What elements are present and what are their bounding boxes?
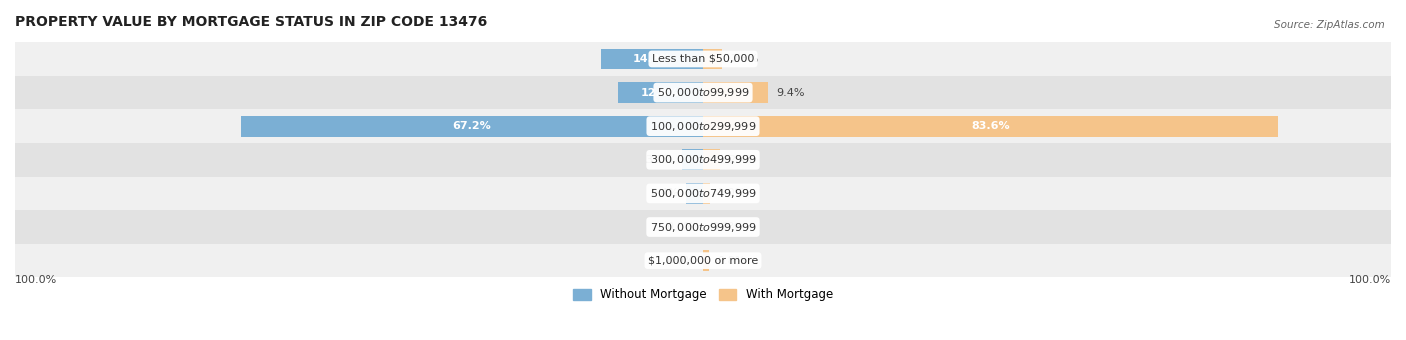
Legend: Without Mortgage, With Mortgage: Without Mortgage, With Mortgage — [568, 284, 838, 306]
Bar — [703, 49, 723, 69]
Bar — [15, 76, 1391, 109]
Text: 0.0%: 0.0% — [666, 222, 695, 232]
Text: 0.0%: 0.0% — [666, 256, 695, 266]
Text: $300,000 to $499,999: $300,000 to $499,999 — [650, 153, 756, 166]
Bar — [703, 116, 1278, 137]
Bar — [682, 149, 703, 170]
Text: 100.0%: 100.0% — [1348, 275, 1391, 285]
Bar — [602, 49, 703, 69]
Bar — [15, 42, 1391, 76]
Text: 2.4%: 2.4% — [728, 155, 756, 165]
Text: 3.1%: 3.1% — [645, 155, 673, 165]
Text: Less than $50,000: Less than $50,000 — [652, 54, 754, 64]
Text: 12.4%: 12.4% — [641, 88, 679, 98]
Bar — [15, 109, 1391, 143]
Text: 67.2%: 67.2% — [453, 121, 491, 131]
Bar — [703, 183, 710, 204]
Text: $1,000,000 or more: $1,000,000 or more — [648, 256, 758, 266]
Text: 0.0%: 0.0% — [711, 222, 740, 232]
Text: 100.0%: 100.0% — [15, 275, 58, 285]
Text: 2.8%: 2.8% — [731, 54, 759, 64]
Bar — [686, 183, 703, 204]
Text: 2.4%: 2.4% — [650, 188, 678, 199]
Bar — [15, 176, 1391, 210]
Bar — [15, 244, 1391, 277]
Text: 83.6%: 83.6% — [972, 121, 1010, 131]
Text: $500,000 to $749,999: $500,000 to $749,999 — [650, 187, 756, 200]
Text: 1.0%: 1.0% — [718, 188, 747, 199]
Text: $50,000 to $99,999: $50,000 to $99,999 — [657, 86, 749, 99]
Bar — [703, 250, 709, 271]
Text: 9.4%: 9.4% — [776, 88, 804, 98]
Text: 14.8%: 14.8% — [633, 54, 672, 64]
Text: $750,000 to $999,999: $750,000 to $999,999 — [650, 221, 756, 234]
Bar — [240, 116, 703, 137]
Bar — [617, 82, 703, 103]
Text: PROPERTY VALUE BY MORTGAGE STATUS IN ZIP CODE 13476: PROPERTY VALUE BY MORTGAGE STATUS IN ZIP… — [15, 15, 488, 29]
Text: Source: ZipAtlas.com: Source: ZipAtlas.com — [1274, 20, 1385, 30]
Bar — [15, 210, 1391, 244]
Bar — [703, 82, 768, 103]
Bar — [15, 143, 1391, 176]
Bar — [703, 149, 720, 170]
Text: 0.8%: 0.8% — [717, 256, 745, 266]
Text: $100,000 to $299,999: $100,000 to $299,999 — [650, 120, 756, 133]
